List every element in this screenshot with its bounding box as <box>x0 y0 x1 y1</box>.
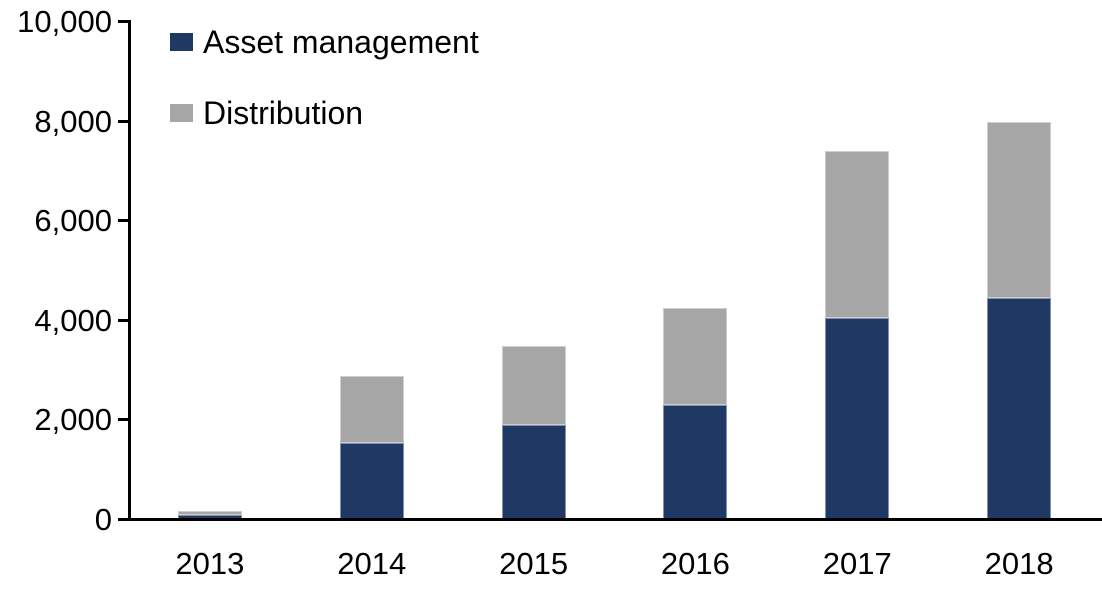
legend-item-distribution: Distribution <box>170 95 364 131</box>
x-category-label: 2013 <box>175 546 245 581</box>
y-tick-mark <box>118 219 131 223</box>
x-category-label: 2016 <box>660 546 730 581</box>
y-tick-mark <box>118 518 131 521</box>
legend-item-asset-management: Asset management <box>170 24 479 60</box>
y-tick-mark <box>118 318 131 322</box>
bar-segment-asset-management-2018 <box>987 298 1052 520</box>
bar-segment-distribution-2013 <box>177 510 242 515</box>
y-axis-line <box>128 20 131 521</box>
bar-segment-asset-management-2015 <box>501 425 566 520</box>
x-axis-line <box>128 518 1102 521</box>
legend-label: Distribution <box>203 95 364 131</box>
y-tick-label: 2,000 <box>34 402 112 438</box>
y-tick-mark <box>118 418 131 422</box>
y-tick-label: 0 <box>94 502 112 537</box>
bar-segment-distribution-2014 <box>339 375 404 443</box>
x-category-label: 2017 <box>822 546 892 581</box>
x-category-label: 2015 <box>499 546 569 581</box>
legend-swatch-icon <box>170 33 193 51</box>
x-category-label: 2018 <box>984 546 1054 581</box>
y-tick-label: 4,000 <box>34 302 112 338</box>
bar-segment-distribution-2018 <box>987 121 1052 299</box>
bar-segment-asset-management-2017 <box>825 318 890 520</box>
x-category-label: 2014 <box>337 546 407 581</box>
y-tick-mark <box>118 119 131 123</box>
y-tick-mark <box>118 20 131 23</box>
y-tick-label: 8,000 <box>34 103 112 139</box>
bar-segment-asset-management-2016 <box>663 405 728 520</box>
bar-segment-distribution-2016 <box>663 308 728 406</box>
y-tick-label: 10,000 <box>17 4 112 39</box>
legend-swatch-icon <box>170 104 193 122</box>
bar-segment-asset-management-2014 <box>339 442 404 520</box>
bar-segment-distribution-2017 <box>825 151 890 319</box>
y-tick-label: 6,000 <box>34 203 112 239</box>
bar-segment-distribution-2015 <box>501 345 566 426</box>
legend-label: Asset management <box>203 24 479 60</box>
